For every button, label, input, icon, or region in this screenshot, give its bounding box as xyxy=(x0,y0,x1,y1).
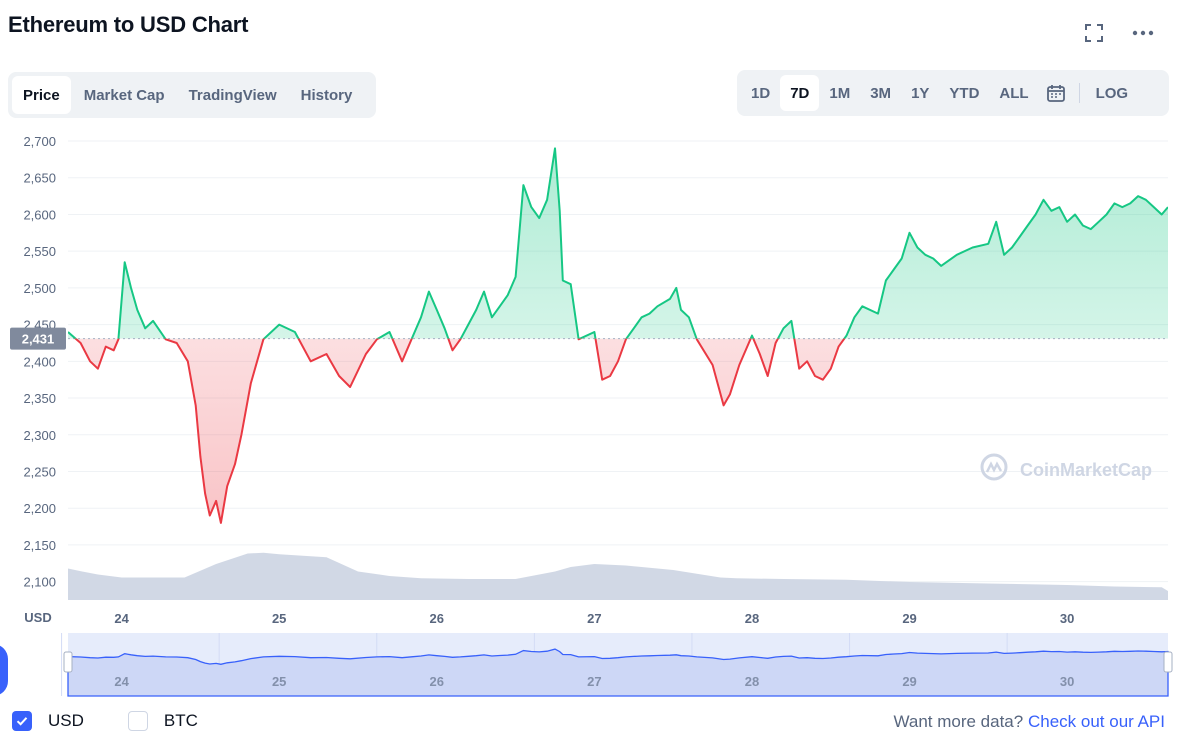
baseline-label: 2,431 xyxy=(22,332,55,347)
y-tick-label: 2,100 xyxy=(23,575,56,590)
y-tick-label: 2,150 xyxy=(23,538,56,553)
navigator-tick-label: 27 xyxy=(587,674,601,689)
x-tick-label: 30 xyxy=(1060,611,1074,626)
chart-type-tabs: Price Market Cap TradingView History xyxy=(8,72,376,118)
range-1d[interactable]: 1D xyxy=(751,84,771,102)
tab-market-cap[interactable]: Market Cap xyxy=(83,86,165,104)
x-tick-label: 26 xyxy=(430,611,444,626)
tab-price[interactable]: Price xyxy=(12,76,71,114)
range-1m[interactable]: 1M xyxy=(829,84,851,102)
volume-area xyxy=(68,552,1168,600)
api-link[interactable]: Check out our API xyxy=(1027,712,1165,731)
price-line-up xyxy=(68,147,1168,339)
range-7d[interactable]: 7D xyxy=(780,75,820,111)
y-tick-label: 2,200 xyxy=(23,501,56,516)
y-tick-label: 2,650 xyxy=(23,171,56,186)
navigator-tick-label: 25 xyxy=(272,674,286,689)
y-tick-label: 2,350 xyxy=(23,391,56,406)
y-tick-label: 2,550 xyxy=(23,244,56,259)
price-line-down xyxy=(73,338,846,524)
more-icon[interactable] xyxy=(1130,20,1156,46)
navigator-tick-label: 29 xyxy=(902,674,916,689)
navigator-tick-label: 30 xyxy=(1060,674,1074,689)
price-area-up xyxy=(68,148,1168,339)
range-divider xyxy=(1078,83,1080,103)
navigator-tick-label: 28 xyxy=(745,674,759,689)
log-scale-toggle[interactable]: LOG xyxy=(1095,84,1129,102)
api-promo-text: Want more data? xyxy=(893,712,1024,731)
calendar-icon[interactable] xyxy=(1039,75,1073,111)
coinmarketcap-logo-icon xyxy=(980,453,1008,481)
tab-tradingview[interactable]: TradingView xyxy=(188,86,277,104)
x-tick-label: 28 xyxy=(745,611,759,626)
x-tick-label: 25 xyxy=(272,611,286,626)
check-icon xyxy=(16,717,28,726)
range-1y[interactable]: 1Y xyxy=(911,84,930,102)
api-promo: Want more data? Check out our API xyxy=(893,712,1165,732)
navigator-handle[interactable] xyxy=(63,651,73,673)
usd-label: USD xyxy=(48,711,84,730)
x-tick-label: 27 xyxy=(587,611,601,626)
y-tick-label: 2,300 xyxy=(23,428,56,443)
y-tick-label: 2,700 xyxy=(23,134,56,149)
range-ytd[interactable]: YTD xyxy=(949,84,980,102)
axis-currency-label: USD xyxy=(24,610,51,625)
price-chart[interactable]: 2,7002,6502,6002,5502,5002,4502,4002,350… xyxy=(0,130,1183,700)
y-tick-label: 2,250 xyxy=(23,464,56,479)
navigator-line xyxy=(67,648,1169,697)
btc-label: BTC xyxy=(163,711,198,730)
baseline-label-bg xyxy=(10,327,66,350)
range-all[interactable]: ALL xyxy=(999,84,1029,102)
y-tick-label: 2,600 xyxy=(23,207,56,222)
tab-history[interactable]: History xyxy=(300,86,353,104)
currency-toggle: USD BTC xyxy=(12,711,242,731)
y-tick-label: 2,400 xyxy=(23,354,56,369)
time-range-selector: 1D 7D 1M 3M 1Y YTD ALL LOG xyxy=(737,70,1169,116)
page-title: Ethereum to USD Chart xyxy=(8,12,249,37)
watermark-text: CoinMarketCap xyxy=(1020,460,1152,480)
x-tick-label: 24 xyxy=(114,611,129,626)
navigator-handle[interactable] xyxy=(1163,651,1173,673)
x-tick-label: 29 xyxy=(902,611,916,626)
side-floating-button[interactable] xyxy=(0,644,8,696)
fullscreen-icon[interactable] xyxy=(1081,20,1107,46)
y-tick-label: 2,500 xyxy=(23,281,56,296)
btc-checkbox[interactable] xyxy=(127,711,148,731)
navigator-tick-label: 24 xyxy=(114,674,129,689)
range-3m[interactable]: 3M xyxy=(870,84,892,102)
navigator-tick-label: 26 xyxy=(430,674,444,689)
usd-checkbox[interactable] xyxy=(12,711,32,731)
